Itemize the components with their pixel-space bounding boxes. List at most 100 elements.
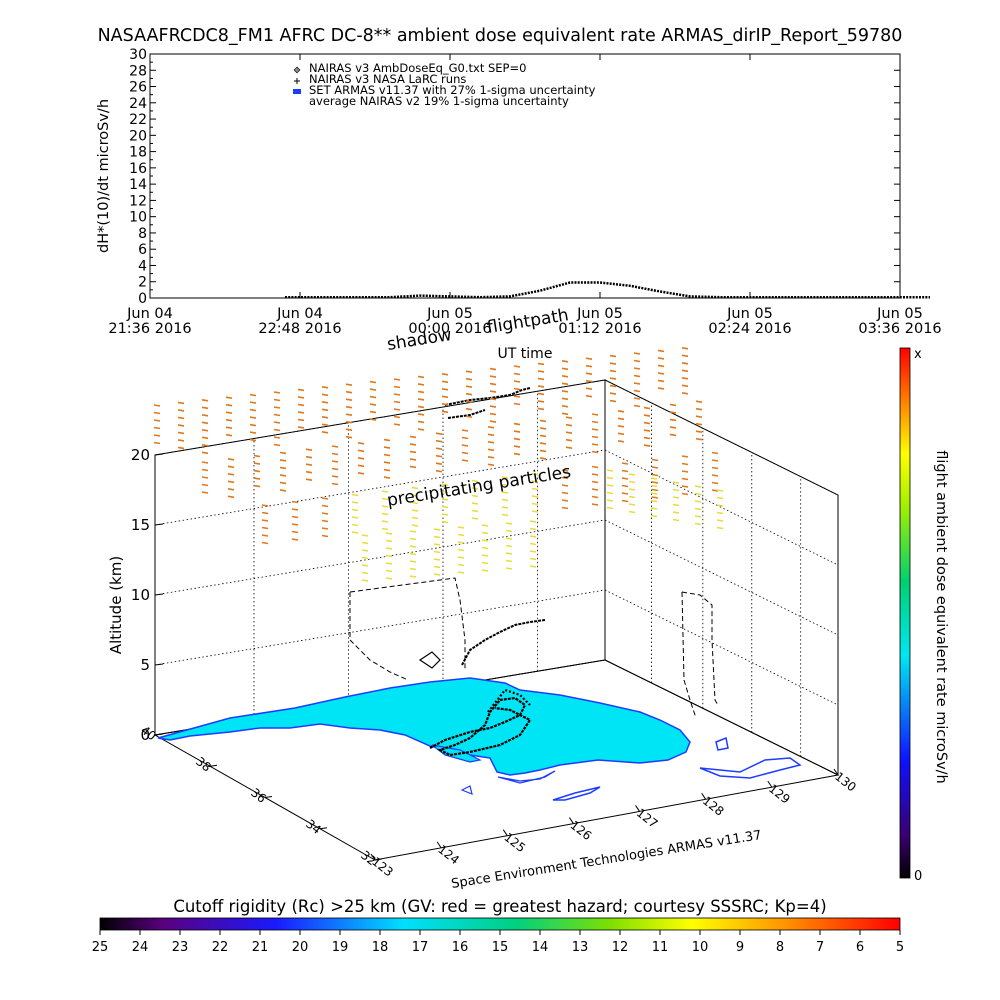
particle-dash <box>650 507 658 510</box>
particle-dash <box>591 473 599 476</box>
latitude-tick-label: 38 <box>193 754 214 774</box>
particle-dash <box>650 499 658 503</box>
particle-dash <box>249 401 257 404</box>
y-axis-label: dH*(10)/dt microSv/h <box>96 99 112 253</box>
particle-dash <box>357 449 365 453</box>
back-wall-gridline <box>154 449 606 526</box>
particle-dash <box>650 477 658 480</box>
x-tick-label-time: 22:48 2016 <box>258 321 341 337</box>
x-tick-label-time: 02:24 2016 <box>708 321 791 337</box>
altitude-tick-mark <box>154 663 164 666</box>
particle-dash <box>201 491 209 494</box>
particle-dash <box>481 524 489 527</box>
particle-dash <box>227 473 235 476</box>
particle-dash <box>225 396 233 399</box>
precipitating-particles-field <box>153 347 724 582</box>
particle-dash <box>441 373 449 376</box>
particle-dash <box>561 484 569 487</box>
particle-dash <box>273 398 281 402</box>
particle-dash <box>487 426 495 429</box>
particle-dash <box>441 483 449 486</box>
particle-dash <box>225 433 233 437</box>
particle-dash <box>651 473 659 477</box>
particle-dash <box>351 531 359 534</box>
particle-dash <box>695 400 703 403</box>
x-tick-label-date: Jun 05 <box>876 306 923 322</box>
particle-dash <box>331 467 339 471</box>
particle-dash <box>591 413 599 416</box>
particle-dash <box>681 347 689 350</box>
particle-dash <box>681 485 689 488</box>
particle-dash <box>695 437 703 441</box>
particle-dash <box>411 501 419 505</box>
particle-dash <box>606 491 614 495</box>
y-tick-label: 14 <box>129 177 147 193</box>
rigidity-tick-label: 25 <box>92 940 109 955</box>
particle-dash <box>585 357 593 360</box>
particle-dash <box>321 401 329 404</box>
particle-dash <box>153 419 161 422</box>
particle-dash <box>501 498 509 502</box>
particle-dash <box>694 515 702 518</box>
particle-dash <box>481 531 489 535</box>
particle-dash <box>633 389 641 393</box>
particle-dash <box>591 443 599 446</box>
particle-dash <box>694 500 702 503</box>
y-tick-label: 30 <box>129 47 147 63</box>
particle-dash <box>633 359 641 363</box>
particle-dash <box>435 439 443 443</box>
x-tick-label-time: 03:36 2016 <box>858 321 941 337</box>
particle-dash <box>331 475 339 478</box>
particle-dash <box>489 397 497 401</box>
particle-dash <box>409 443 417 446</box>
particle-dash <box>383 446 391 449</box>
particle-dash <box>513 395 521 398</box>
particle-dash <box>153 404 161 407</box>
longitude-tick-mark <box>701 793 707 800</box>
particle-dash <box>489 367 497 371</box>
particle-dash <box>461 444 469 447</box>
particle-dash <box>537 392 545 396</box>
particle-dash <box>441 513 449 516</box>
particle-dash <box>672 496 680 499</box>
particle-dash <box>345 428 353 431</box>
particle-dash <box>539 457 547 460</box>
latitude-tick-label: 34 <box>303 817 324 837</box>
particle-dash <box>529 527 537 531</box>
particle-dash <box>261 541 269 545</box>
particle-dash <box>345 413 353 416</box>
particle-dash <box>651 481 659 484</box>
particle-dash <box>606 499 614 502</box>
rigidity-tick-label: 5 <box>896 940 904 955</box>
particle-dash <box>465 407 473 411</box>
particle-dash <box>433 543 441 546</box>
particle-dash <box>481 554 489 557</box>
particle-dash <box>273 406 281 409</box>
particle-dash <box>253 477 261 480</box>
particle-dash <box>433 528 441 531</box>
particle-dash <box>385 562 393 565</box>
particle-dash <box>711 474 719 477</box>
y-tick-label: 28 <box>129 63 147 79</box>
particle-dash <box>351 493 359 497</box>
particle-dash <box>471 487 479 490</box>
particle-dash <box>513 430 521 433</box>
particle-dash <box>561 499 569 502</box>
x-tick-label-date: Jun 05 <box>576 306 623 322</box>
x-tick-label-time: 21:36 2016 <box>108 321 191 337</box>
particle-dash <box>225 411 233 414</box>
x-tick-label-date: Jun 05 <box>426 306 473 322</box>
back-wall-gridline <box>154 589 606 666</box>
particle-dash <box>345 405 353 409</box>
particle-dash <box>177 416 185 420</box>
particle-dash <box>487 433 495 437</box>
particle-dash <box>481 539 489 542</box>
jeju-island <box>552 786 601 801</box>
particle-dash <box>433 565 441 569</box>
particle-dash <box>411 486 419 490</box>
particle-dash <box>409 450 417 454</box>
particle-dash <box>672 518 680 522</box>
